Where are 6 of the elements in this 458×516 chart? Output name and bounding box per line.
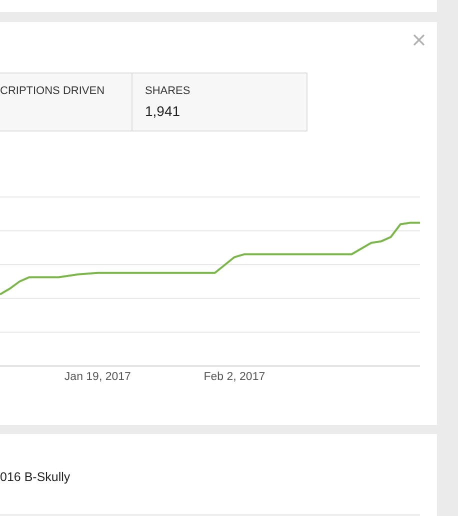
text: CRIPTIONS DRIVEN <box>0 85 105 97</box>
text: 1,941 <box>145 103 180 119</box>
text: 016 B-Skully <box>0 470 71 484</box>
x-tick-label: Jan 19, 2017 <box>64 371 131 384</box>
text: SHARES <box>145 85 190 97</box>
x-tick-label: Feb 2, 2017 <box>204 371 266 384</box>
